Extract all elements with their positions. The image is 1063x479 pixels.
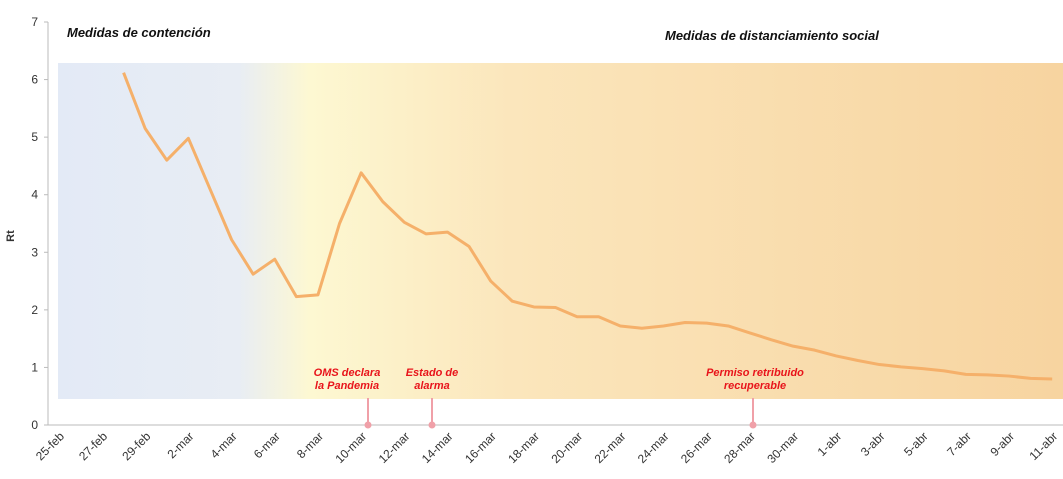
x-tick-label: 6-mar xyxy=(251,429,283,461)
annotation-dot xyxy=(364,421,372,429)
y-tick-label: 6 xyxy=(31,73,38,87)
x-tick-label: 26-mar xyxy=(678,429,715,466)
x-tick-label: 5-abr xyxy=(901,429,931,459)
x-tick-label: 14-mar xyxy=(419,429,456,466)
period-background xyxy=(58,63,1063,399)
annotation-line: OMS declara xyxy=(314,367,381,379)
y-tick-label: 5 xyxy=(31,130,38,144)
x-tick-label: 25-feb xyxy=(33,429,67,463)
y-tick-label: 0 xyxy=(31,418,38,432)
y-tick-label: 3 xyxy=(31,245,38,259)
annotation-line: Estado de xyxy=(406,367,459,379)
y-tick-label: 7 xyxy=(31,15,38,29)
annotation: OMS declara la Pandemia Estado de alarma… xyxy=(314,367,804,429)
annotation-dot xyxy=(749,421,757,429)
annotation-line: alarma xyxy=(414,380,449,392)
x-tick-label: 20-mar xyxy=(548,429,585,466)
x-tick-label: 28-mar xyxy=(721,429,758,466)
y-tick-label: 4 xyxy=(31,188,38,202)
x-tick-label: 11-abr xyxy=(1027,429,1061,463)
section-label: Medidas de distanciamiento social xyxy=(665,28,879,43)
x-tick-label: 29-feb xyxy=(119,429,153,463)
y-tick-label: 1 xyxy=(31,360,38,374)
data-line xyxy=(122,72,1053,381)
x-tick-label: 18-mar xyxy=(505,429,542,466)
x-tick-label: 9-abr xyxy=(987,429,1017,459)
x-tick-label: 4-mar xyxy=(208,429,240,461)
x-tick-label: 30-mar xyxy=(764,429,801,466)
x-tick-label: 24-mar xyxy=(635,429,672,466)
annotation-line: recuperable xyxy=(724,380,786,392)
x-tick-label: 12-mar xyxy=(376,429,413,466)
annotation-line: Permiso retribuido xyxy=(706,367,804,379)
x-tick-label: 8-mar xyxy=(294,429,326,461)
x-tick-label: 16-mar xyxy=(462,429,499,466)
x-tick-label: 22-mar xyxy=(592,429,629,466)
x-tick-label: 10-mar xyxy=(332,429,369,466)
y-axis-label: Rt xyxy=(5,230,17,242)
x-tick-label: 27-feb xyxy=(76,429,110,463)
section-label: Medidas de contención xyxy=(67,25,211,40)
y-tick-label: 2 xyxy=(31,303,38,317)
annotation-line: la Pandemia xyxy=(315,380,379,392)
x-tick-label: 1-abr xyxy=(815,429,845,459)
x-tick-label: 7-abr xyxy=(944,429,974,459)
x-tick-label: 3-abr xyxy=(858,429,888,459)
annotation-dot xyxy=(428,421,436,429)
x-tick-label: 2-mar xyxy=(164,429,196,461)
